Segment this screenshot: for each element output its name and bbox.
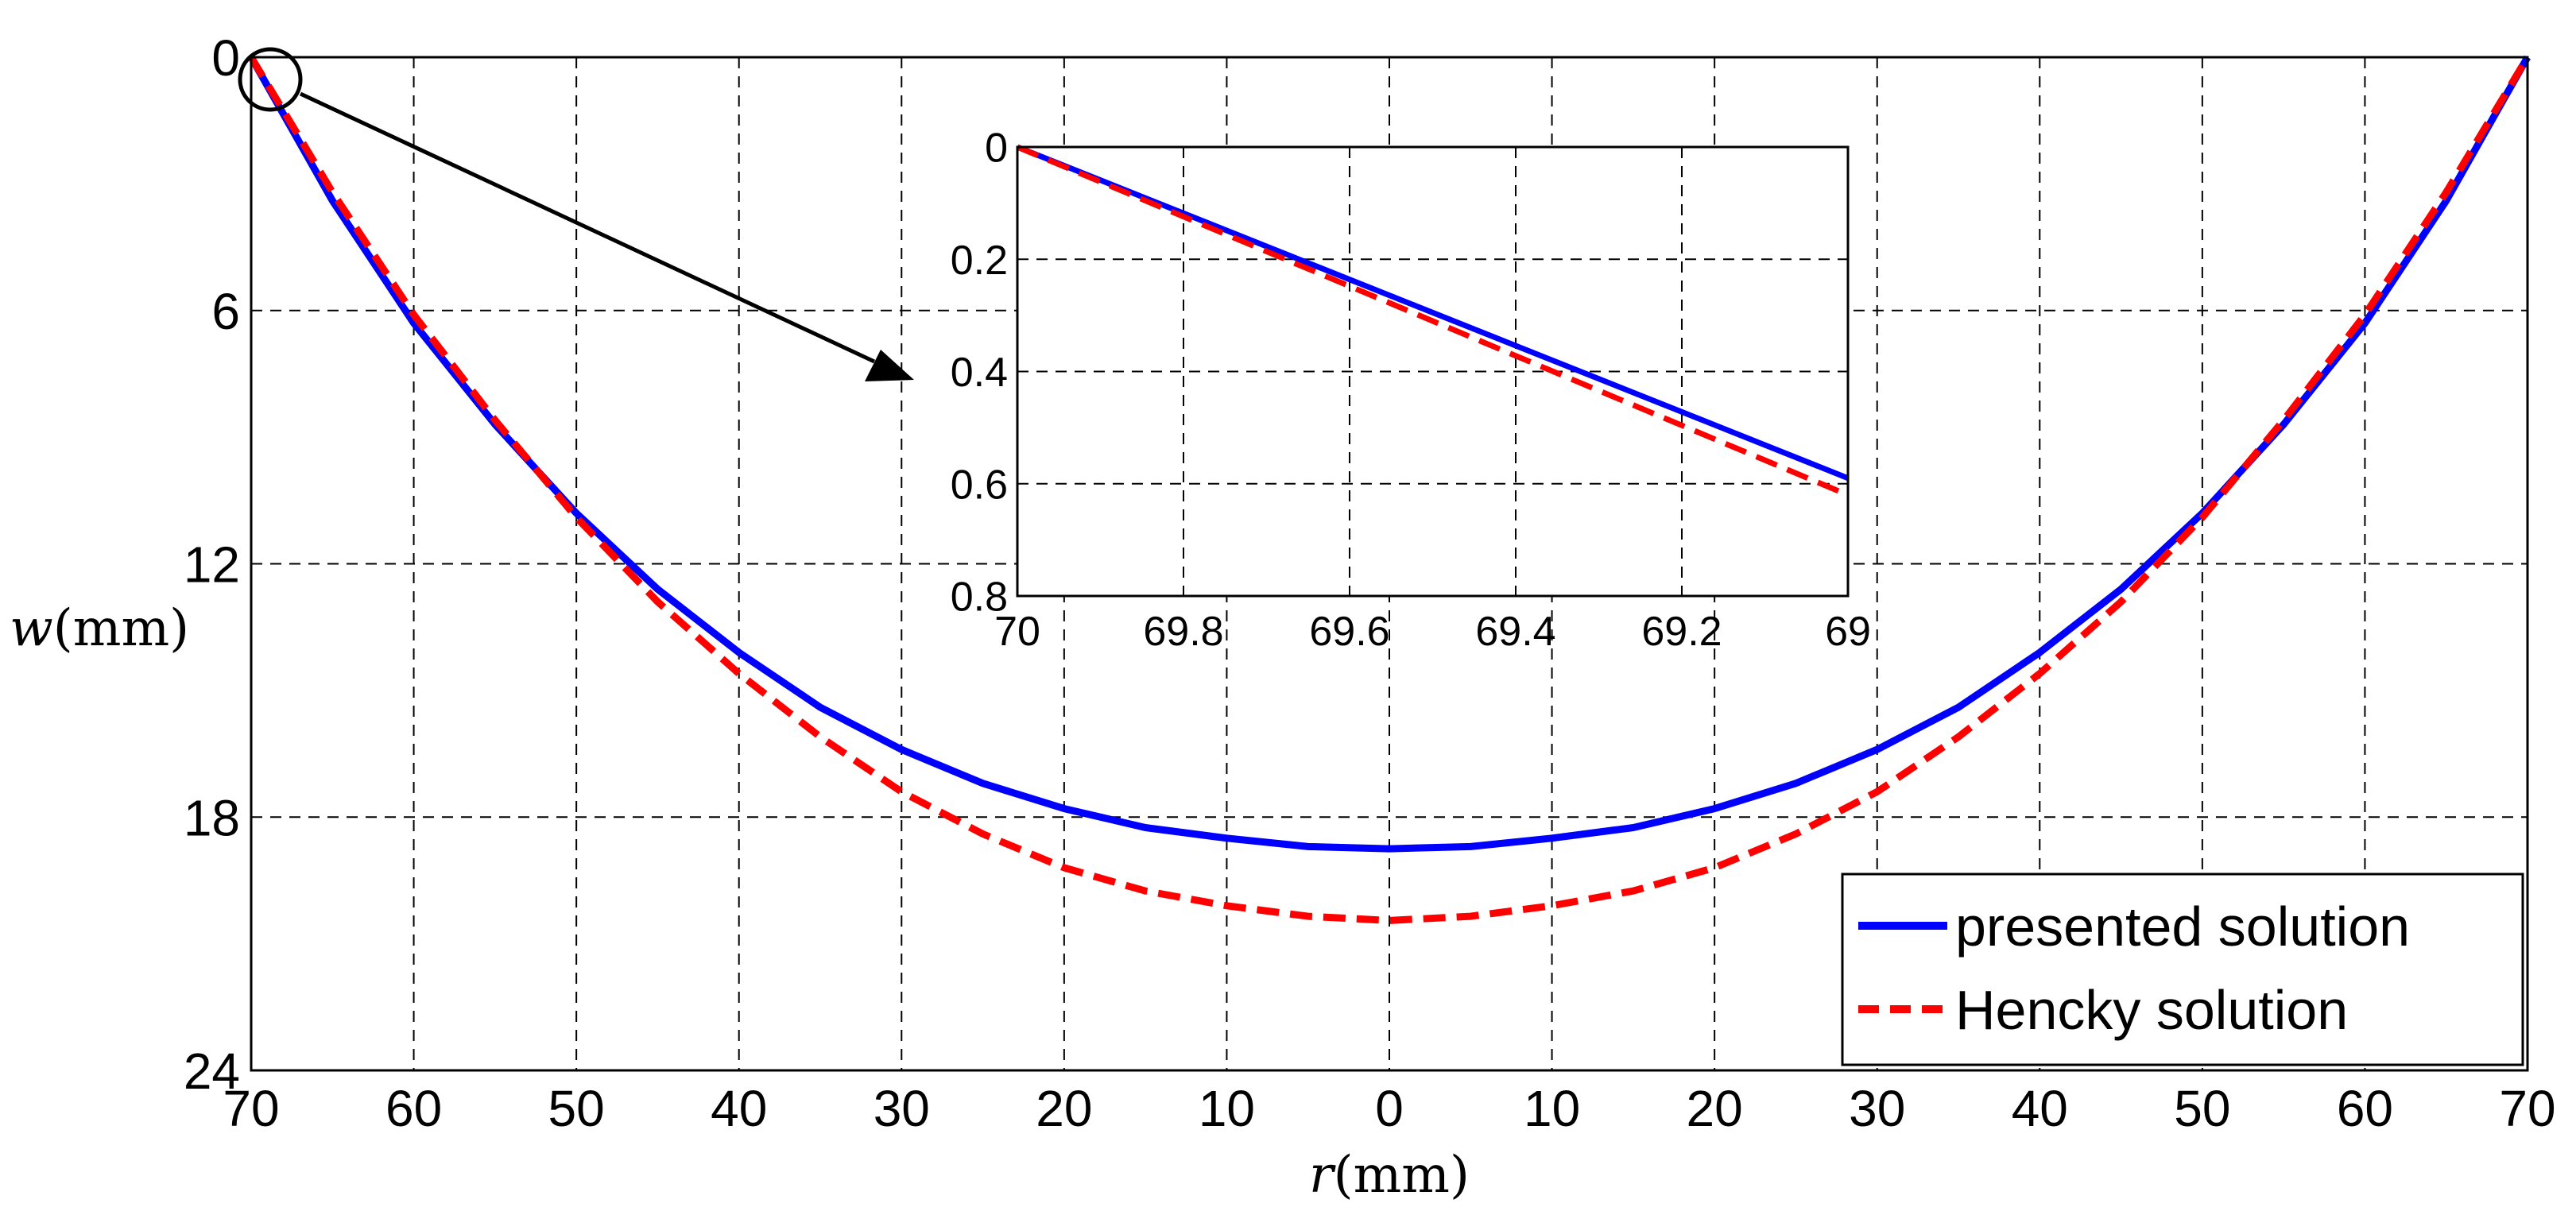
x-tick-label: 70 — [223, 1080, 279, 1137]
inset-x-tick-labels: 70 69.8 69.6 69.4 69.2 69 — [994, 609, 1871, 655]
inset-y-tick-label: 0.8 — [951, 575, 1008, 621]
x-tick-label: 60 — [2337, 1080, 2393, 1137]
inset-x-tick-label: 70 — [994, 609, 1040, 655]
x-tick-label: 70 — [2499, 1080, 2555, 1137]
x-tick-label: 40 — [2012, 1080, 2068, 1137]
x-tick-label: 10 — [1524, 1080, 1580, 1137]
legend-label-presented: presented solution — [1955, 896, 2410, 958]
main-series — [248, 55, 2531, 924]
plot-frame — [250, 56, 2529, 1072]
x-tick-label: 20 — [1036, 1080, 1092, 1137]
y-axis-title: w(mm) — [10, 599, 189, 658]
inset-x-tick-label: 69 — [1825, 609, 1871, 655]
series-hencky-line — [248, 55, 2531, 924]
zoom-circle — [238, 47, 303, 112]
inset-y-tick-label: 0.4 — [951, 350, 1008, 396]
legend-box — [1841, 873, 2524, 1066]
y-tick-labels: 0 6 12 18 24 — [184, 29, 240, 1100]
x-tick-label: 30 — [1849, 1080, 1905, 1137]
inset-y-tick-label: 0.6 — [951, 462, 1008, 508]
inset-frame — [1016, 145, 1850, 598]
inset-series-hencky-line — [1016, 144, 1850, 498]
legend: presented solution Hencky solution — [1841, 873, 2524, 1066]
x-tick-label: 0 — [1375, 1080, 1404, 1137]
x-axis-var: r — [1309, 1146, 1336, 1205]
y-tick-label: 0 — [211, 29, 240, 87]
inset-y-tick-label: 0 — [985, 126, 1008, 172]
series-presented-line — [248, 55, 2531, 853]
x-tick-label: 30 — [874, 1080, 930, 1137]
y-tick-label: 12 — [184, 536, 240, 594]
inset-series — [1016, 144, 1850, 498]
y-axis-unit: (mm) — [53, 599, 189, 658]
x-tick-label: 50 — [2174, 1080, 2230, 1137]
x-tick-label: 60 — [385, 1080, 442, 1137]
x-tick-labels: 70 60 50 40 30 20 10 0 10 20 30 40 50 60 70 — [223, 1080, 2555, 1137]
inset-grid — [1017, 147, 1848, 596]
y-tick-label: 6 — [211, 283, 240, 340]
y-tick-label: 24 — [184, 1043, 240, 1100]
x-axis-unit: (mm) — [1334, 1146, 1470, 1205]
zoom-arrow-line — [299, 91, 876, 364]
inset-x-tick-label: 69.8 — [1143, 609, 1223, 655]
x-axis-title: r(mm) — [1309, 1146, 1470, 1205]
legend-label-hencky: Hencky solution — [1955, 979, 2348, 1041]
inset-x-tick-label: 69.2 — [1641, 609, 1722, 655]
x-tick-label: 50 — [548, 1080, 605, 1137]
y-tick-label: 18 — [184, 789, 240, 846]
y-axis-var: w — [10, 599, 53, 658]
inset-y-tick-label: 0.2 — [951, 238, 1008, 284]
x-tick-label: 40 — [711, 1080, 767, 1137]
inset-x-tick-label: 69.6 — [1309, 609, 1389, 655]
inset-y-tick-labels: 0 0.2 0.4 0.6 0.8 — [951, 126, 1008, 621]
x-tick-label: 20 — [1687, 1080, 1743, 1137]
inset-x-tick-label: 69.4 — [1475, 609, 1555, 655]
x-tick-label: 10 — [1199, 1080, 1255, 1137]
zoom-arrow-head — [865, 350, 914, 381]
